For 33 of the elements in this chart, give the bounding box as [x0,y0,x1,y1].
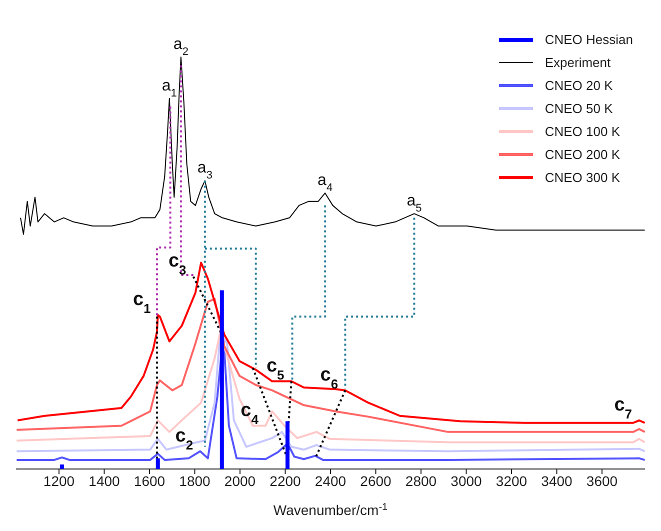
x-tick-label: 1800 [179,472,211,489]
annotation: a$_{1}$ [162,77,177,100]
legend-label: CNEO 300 K [544,170,620,185]
annotation: a$_{5}$ [406,192,422,215]
annotation: c$_{1}$ [132,288,151,316]
annotation: a$_{3}$ [197,160,212,182]
x-tick-label: 2000 [224,472,256,489]
x-axis-title: Wavenumber/cm$^{-1}$ [273,502,388,518]
legend-label: CNEO 50 K [544,101,613,116]
x-tick-label: 2400 [314,472,346,489]
annotation: c$_{4}$ [240,400,260,426]
annotation: c$_{2}$ [175,425,194,452]
legend-label: CNEO Hessian [544,32,633,47]
x-tick-label: 2200 [270,472,302,489]
x-tick-label: 3600 [586,472,618,489]
x-tick-label: 1400 [88,472,120,489]
x-tick-label: 3000 [450,472,482,489]
legend-label: CNEO 100 K [544,124,620,139]
x-tick-label: 3400 [541,472,573,489]
legend-label: CNEO 200 K [544,147,620,162]
annotation: c$_{6}$ [320,364,338,391]
x-tick-label: 1200 [43,472,75,489]
legend-label: CNEO 20 K [544,78,613,93]
annotation: a$_{2}$ [173,36,188,58]
legend-label: Experiment [544,55,611,70]
annotation: a$_{4}$ [318,172,333,194]
annotation: c$_{7}$ [614,394,632,421]
x-tick-label: 2600 [360,472,392,489]
x-tick-label: 3200 [496,472,528,489]
x-tick-label: 2800 [405,472,437,489]
x-tick-label: 1600 [134,472,166,489]
annotation: c$_{3}$ [168,250,186,278]
annotation: c$_{5}$ [266,355,284,382]
